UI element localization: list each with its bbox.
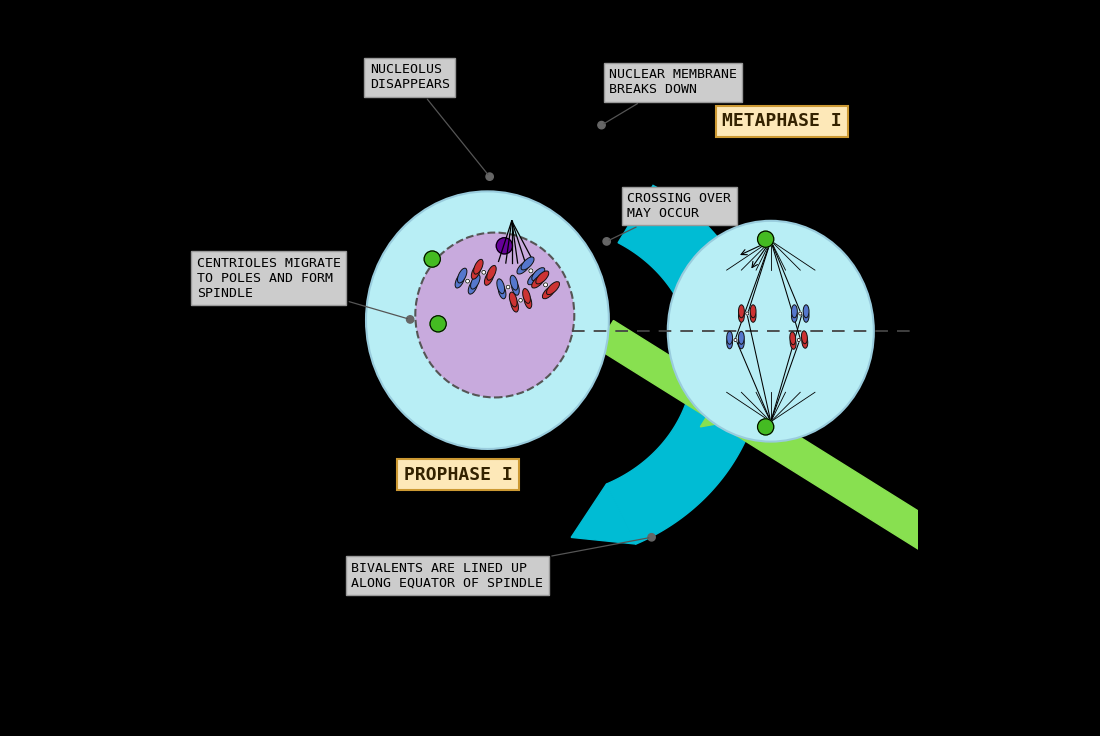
Ellipse shape xyxy=(803,309,808,322)
Polygon shape xyxy=(701,380,741,427)
Ellipse shape xyxy=(366,191,609,449)
Ellipse shape xyxy=(416,233,574,397)
Circle shape xyxy=(758,231,773,247)
Ellipse shape xyxy=(497,279,505,294)
Ellipse shape xyxy=(471,264,481,279)
Ellipse shape xyxy=(524,294,531,308)
Circle shape xyxy=(496,238,513,254)
Circle shape xyxy=(734,339,737,342)
Ellipse shape xyxy=(792,305,798,318)
Ellipse shape xyxy=(738,309,745,322)
Circle shape xyxy=(425,251,440,267)
Circle shape xyxy=(597,121,605,129)
Ellipse shape xyxy=(738,305,745,318)
Circle shape xyxy=(648,534,656,541)
Text: METAPHASE I: METAPHASE I xyxy=(722,113,842,130)
Circle shape xyxy=(603,238,611,245)
Ellipse shape xyxy=(738,331,745,344)
Ellipse shape xyxy=(738,336,745,349)
Circle shape xyxy=(519,298,522,302)
Ellipse shape xyxy=(792,309,798,322)
Ellipse shape xyxy=(727,331,733,344)
Ellipse shape xyxy=(802,330,807,344)
Ellipse shape xyxy=(727,336,733,349)
Text: PROPHASE I: PROPHASE I xyxy=(404,466,513,484)
Ellipse shape xyxy=(531,268,544,280)
Ellipse shape xyxy=(528,272,541,285)
Ellipse shape xyxy=(510,275,518,290)
Ellipse shape xyxy=(750,305,756,318)
Ellipse shape xyxy=(536,271,549,284)
Ellipse shape xyxy=(790,336,796,350)
Text: CROSSING OVER
MAY OCCUR: CROSSING OVER MAY OCCUR xyxy=(609,192,732,240)
Circle shape xyxy=(465,279,470,283)
Circle shape xyxy=(746,312,749,315)
Ellipse shape xyxy=(474,259,483,274)
Ellipse shape xyxy=(542,286,556,299)
Circle shape xyxy=(758,419,773,435)
Circle shape xyxy=(506,285,510,289)
Ellipse shape xyxy=(790,332,795,344)
Ellipse shape xyxy=(802,336,807,348)
Ellipse shape xyxy=(458,268,466,283)
Ellipse shape xyxy=(471,275,480,289)
Text: CENTRIOLES MIGRATE
TO POLES AND FORM
SPINDLE: CENTRIOLES MIGRATE TO POLES AND FORM SPI… xyxy=(197,257,407,319)
Ellipse shape xyxy=(522,289,530,303)
Circle shape xyxy=(543,283,548,287)
Circle shape xyxy=(482,270,486,275)
Ellipse shape xyxy=(750,309,756,322)
Circle shape xyxy=(798,339,801,342)
Circle shape xyxy=(407,316,414,323)
Ellipse shape xyxy=(510,297,518,312)
Polygon shape xyxy=(606,185,763,544)
Ellipse shape xyxy=(487,266,496,280)
Text: NUCLEAR MEMBRANE
BREAKS DOWN: NUCLEAR MEMBRANE BREAKS DOWN xyxy=(604,68,737,124)
Ellipse shape xyxy=(509,292,517,307)
Ellipse shape xyxy=(803,305,808,318)
Circle shape xyxy=(430,316,447,332)
Polygon shape xyxy=(596,320,1100,691)
Text: BIVALENTS ARE LINED UP
ALONG EQUATOR OF SPINDLE: BIVALENTS ARE LINED UP ALONG EQUATOR OF … xyxy=(351,538,649,590)
Polygon shape xyxy=(571,484,636,544)
Ellipse shape xyxy=(547,282,560,294)
Ellipse shape xyxy=(668,221,873,442)
Ellipse shape xyxy=(484,271,494,286)
Circle shape xyxy=(799,312,802,315)
Circle shape xyxy=(529,269,532,273)
Ellipse shape xyxy=(517,261,530,274)
Ellipse shape xyxy=(469,280,477,294)
Ellipse shape xyxy=(512,280,519,295)
Text: NUCLEOLUS
DISAPPEARS: NUCLEOLUS DISAPPEARS xyxy=(370,63,488,174)
Ellipse shape xyxy=(521,257,535,270)
Ellipse shape xyxy=(498,284,506,299)
Ellipse shape xyxy=(531,275,544,288)
Circle shape xyxy=(486,173,493,180)
Ellipse shape xyxy=(455,273,464,288)
